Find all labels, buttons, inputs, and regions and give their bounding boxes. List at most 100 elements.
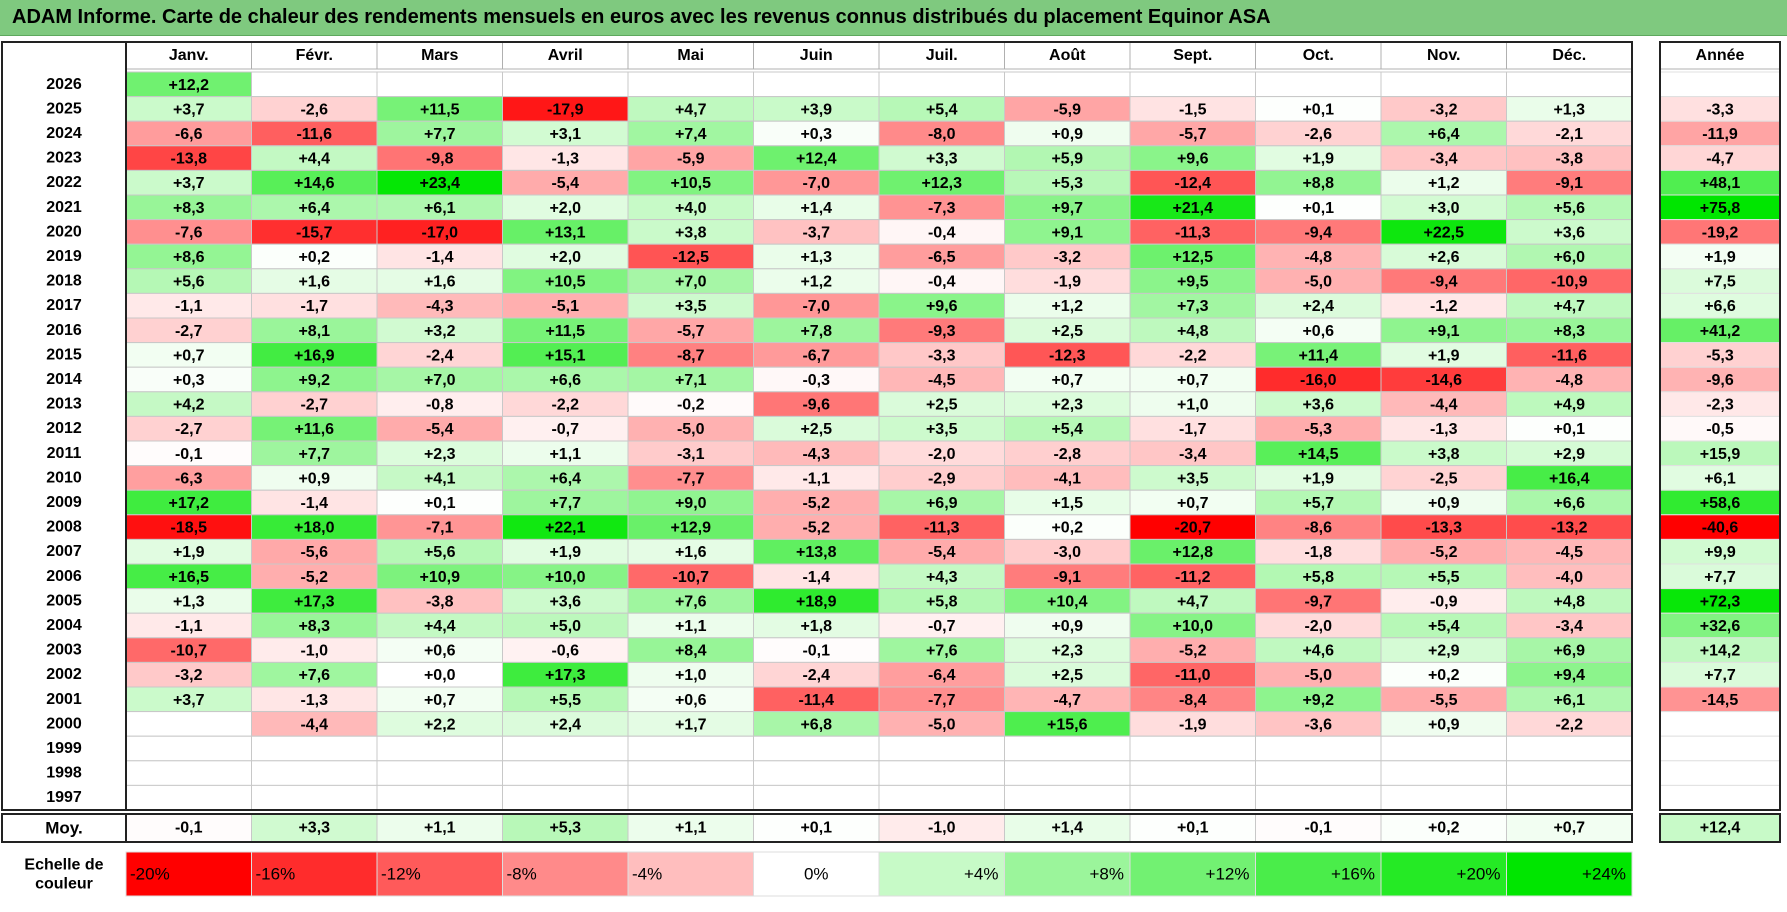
cell-value: +0,9 xyxy=(1051,618,1083,635)
cell-value: -5,5 xyxy=(1430,692,1458,709)
cell-value: +9,0 xyxy=(675,495,707,512)
heatmap-cell xyxy=(753,563,880,590)
heatmap-cell xyxy=(1255,391,1382,417)
cell-value: -1,9 xyxy=(1179,716,1207,733)
heatmap-cell xyxy=(627,735,754,762)
cell-value: -5,2 xyxy=(802,495,830,512)
scale-swatch xyxy=(1255,851,1382,897)
heatmap-cell xyxy=(251,588,378,614)
cell-value: +1,0 xyxy=(675,667,707,684)
cell-value: +6,1 xyxy=(1553,692,1585,709)
cell-value: +11,6 xyxy=(294,421,334,438)
heatmap-cell xyxy=(125,194,252,221)
scale-swatch xyxy=(125,851,252,897)
column-header: Juil. xyxy=(926,47,958,64)
heatmap-cell xyxy=(1004,391,1131,417)
scale-label-value: +8% xyxy=(1090,865,1125,884)
heatmap-cell xyxy=(753,588,880,614)
row-year-label: 2008 xyxy=(46,519,82,536)
average-value: +0,7 xyxy=(1553,820,1585,837)
heatmap-cell xyxy=(502,489,629,516)
heatmap-cell xyxy=(502,96,629,122)
cell-value: +0,9 xyxy=(298,470,330,487)
heatmap-cell xyxy=(376,292,503,319)
heatmap-cell xyxy=(878,784,1005,811)
cell-value: -11,0 xyxy=(1175,667,1211,684)
cell-value: +5,7 xyxy=(1302,495,1334,512)
heatmap-cell xyxy=(502,760,629,786)
year-total-cell xyxy=(1659,760,1781,786)
column-header: Sept. xyxy=(1173,47,1212,64)
heatmap-cell xyxy=(878,120,1005,147)
cell-value: -8,4 xyxy=(1179,692,1207,709)
heatmap-cell xyxy=(376,465,503,491)
heatmap-cell xyxy=(1380,96,1507,122)
cell-value: -8,6 xyxy=(1304,520,1332,537)
year-total-cell xyxy=(1659,784,1781,811)
cell-value: +2,6 xyxy=(1428,249,1460,266)
heatmap-cell xyxy=(125,538,252,565)
year-labels-border xyxy=(1,41,127,811)
cell-value: +2,5 xyxy=(1051,667,1083,684)
heatmap-cell xyxy=(627,760,754,786)
cell-value: +6,4 xyxy=(1428,126,1460,143)
year-total-value: -40,6 xyxy=(1702,520,1739,537)
scale-label-value: +20% xyxy=(1457,865,1501,884)
heatmap-cell xyxy=(376,588,503,614)
heatmap-cell xyxy=(878,145,1005,171)
heatmap-cell xyxy=(1255,219,1382,245)
cell-value: -5,0 xyxy=(677,421,705,438)
heatmap-cell xyxy=(1004,588,1131,614)
cell-value: -1,4 xyxy=(300,495,328,512)
cell-value: -0,9 xyxy=(1430,593,1458,610)
cell-value: +2,9 xyxy=(1428,643,1460,660)
year-total-value: -11,9 xyxy=(1702,126,1738,143)
cell-value: +8,1 xyxy=(298,323,330,340)
row-year-label: 2025 xyxy=(46,100,82,117)
scale-label-value: -8% xyxy=(507,865,537,884)
cell-value: +10,4 xyxy=(1047,593,1088,610)
row-year-label: 2000 xyxy=(46,715,82,732)
cell-value: +1,1 xyxy=(675,618,707,635)
cell-value: +10,5 xyxy=(545,274,586,291)
cell-value: +3,7 xyxy=(173,692,205,709)
year-total-cell xyxy=(1659,489,1781,516)
scale-label-value: -4% xyxy=(632,865,662,884)
cell-value: +3,3 xyxy=(926,151,958,168)
cell-value: +13,1 xyxy=(545,224,586,241)
heatmap-cell xyxy=(376,243,503,270)
cell-value: -1,1 xyxy=(802,470,830,487)
cell-value: -2,5 xyxy=(1430,470,1458,487)
heatmap-cell xyxy=(376,96,503,122)
heatmap-cell xyxy=(1380,538,1507,565)
heatmap-cell xyxy=(878,194,1005,221)
cell-value: -9,4 xyxy=(1304,224,1332,241)
heatmap-cell xyxy=(251,711,378,737)
cell-value: +12,3 xyxy=(922,175,963,192)
row-year-label: 1998 xyxy=(46,765,82,782)
cell-value: -13,8 xyxy=(171,151,208,168)
cell-value: +7,4 xyxy=(675,126,707,143)
cell-value: +21,4 xyxy=(1173,200,1214,217)
cell-value: +0,7 xyxy=(1051,372,1083,389)
cell-value: -0,8 xyxy=(426,397,454,414)
heatmap-cell xyxy=(1380,366,1507,393)
cell-value: -7,1 xyxy=(426,520,454,537)
row-year-label: 2010 xyxy=(46,469,82,486)
cell-value: +0,1 xyxy=(424,495,456,512)
cell-value: +2,3 xyxy=(1051,397,1083,414)
cell-value: -5,4 xyxy=(928,544,956,561)
cell-value: -4,4 xyxy=(300,716,328,733)
heatmap-cell xyxy=(627,71,754,98)
cell-value: +7,6 xyxy=(926,643,958,660)
year-total-cell xyxy=(1659,440,1781,467)
scale-swatch xyxy=(878,851,1005,897)
cell-value: +22,5 xyxy=(1424,224,1465,241)
cell-value: -9,8 xyxy=(426,151,454,168)
cell-value: +11,5 xyxy=(545,323,585,340)
heatmap-cell xyxy=(1506,440,1633,467)
heatmap-cell xyxy=(1255,342,1382,368)
heatmap-cell xyxy=(1255,760,1382,786)
heatmap-cell xyxy=(1255,268,1382,294)
heatmap-cell xyxy=(627,194,754,221)
